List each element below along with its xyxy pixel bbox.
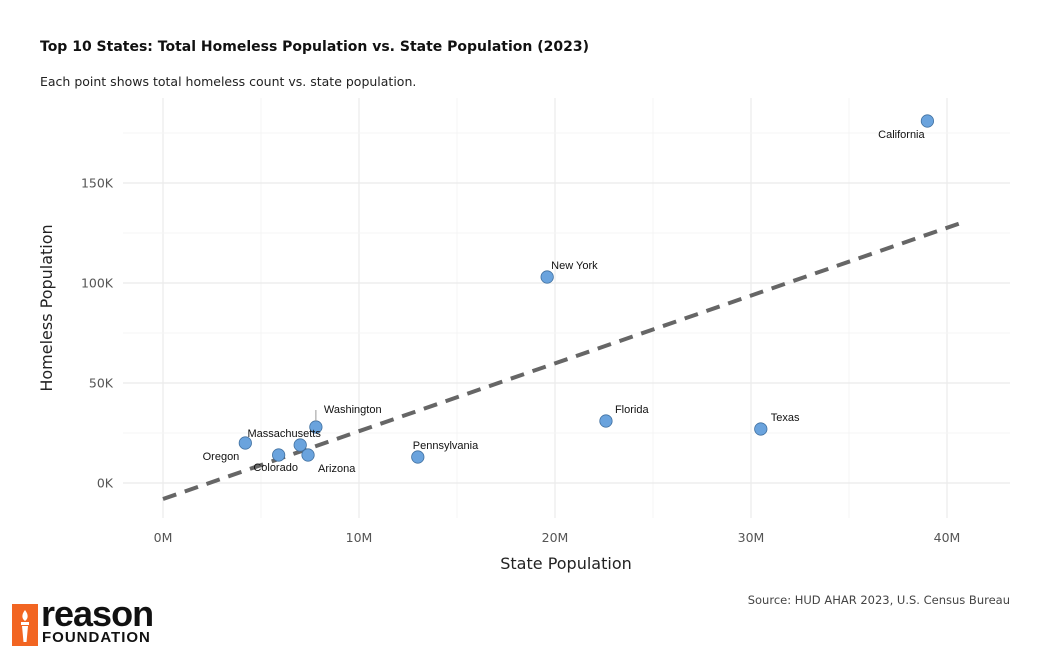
point-label: Arizona <box>318 463 356 475</box>
data-point <box>920 114 935 128</box>
trend-line-group <box>162 219 968 501</box>
x-tick-label: 20M <box>542 530 569 545</box>
scatter-chart: California New York Florida Texas Washington… <box>37 98 1010 573</box>
data-points <box>238 114 935 464</box>
y-tick-label: 150K <box>81 176 114 191</box>
x-tick-label: 0M <box>154 530 173 545</box>
data-point <box>540 270 554 284</box>
y-tick-label: 50K <box>89 376 114 391</box>
point-label: Texas <box>771 412 800 424</box>
torch-logo-icon <box>12 604 38 646</box>
logo-subtext: FOUNDATION <box>42 629 151 646</box>
data-point <box>599 414 613 428</box>
chart-subtitle: Each point shows total homeless count vs… <box>40 74 417 89</box>
point-label: Washington <box>324 404 382 416</box>
data-point <box>754 422 768 436</box>
data-point <box>293 438 307 452</box>
y-axis-ticks: 0K 50K 100K 150K <box>81 176 114 491</box>
data-point <box>272 448 286 462</box>
y-tick-label: 100K <box>81 276 114 291</box>
data-point <box>411 450 425 464</box>
point-label: Florida <box>615 404 650 416</box>
chart-title: Top 10 States: Total Homeless Population… <box>40 39 589 55</box>
x-tick-label: 30M <box>738 530 765 545</box>
point-label: New York <box>551 260 598 272</box>
y-axis-title: Homeless Population <box>37 224 56 391</box>
point-label: California <box>878 129 925 141</box>
x-axis-title: State Population <box>500 554 632 573</box>
x-tick-label: 10M <box>346 530 373 545</box>
grid-lines <box>123 98 1010 518</box>
data-point <box>238 436 252 450</box>
point-label: Massachusetts <box>248 428 322 440</box>
source-note: Source: HUD AHAR 2023, U.S. Census Burea… <box>747 593 1010 607</box>
point-labels: California New York Florida Texas Washington… <box>203 129 926 475</box>
point-label: Pennsylvania <box>413 440 479 452</box>
point-label: Colorado <box>253 462 298 474</box>
y-tick-label: 0K <box>97 476 114 491</box>
logo-wordmark: reason <box>41 593 154 634</box>
trend-line <box>162 219 968 501</box>
x-tick-label: 40M <box>934 530 961 545</box>
point-label: Oregon <box>203 451 240 463</box>
data-point <box>301 448 315 462</box>
reason-foundation-logo: reason FOUNDATION <box>12 596 162 646</box>
x-axis-ticks: 0M 10M 20M 30M 40M <box>154 530 961 545</box>
